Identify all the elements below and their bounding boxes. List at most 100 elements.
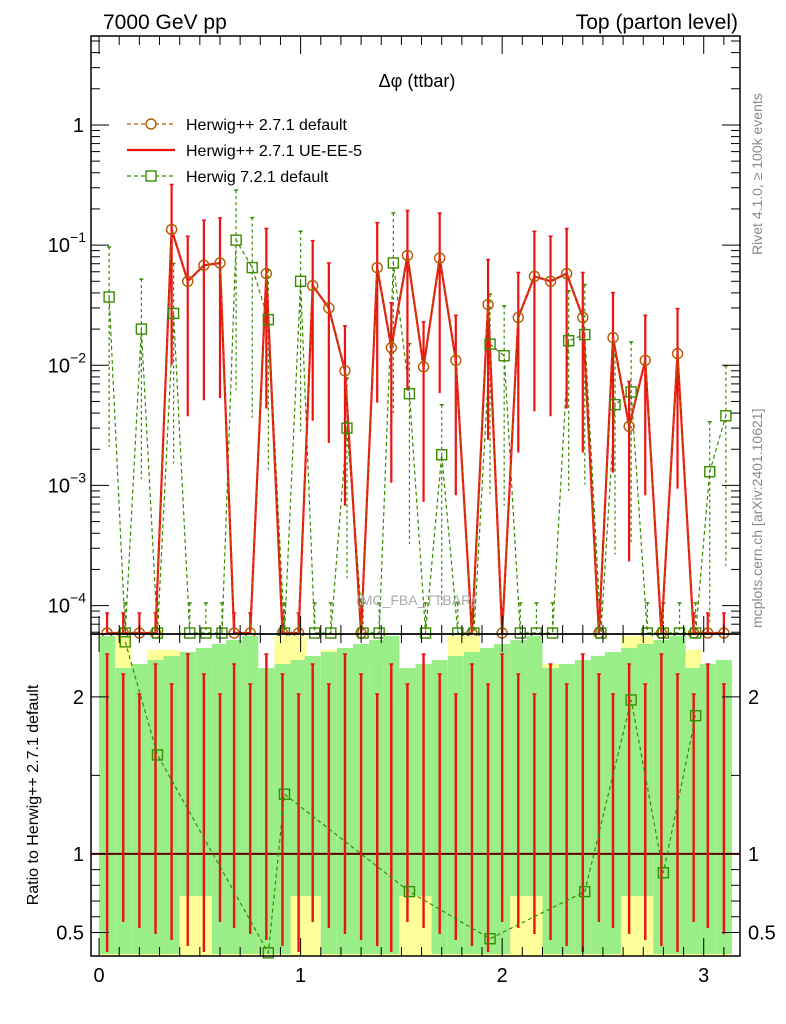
point-herwig721: [294, 275, 307, 287]
point-herwig721: [514, 627, 526, 639]
point-herwig271: [433, 252, 446, 264]
main-panel: 1 10−1 10−2 10−3 10−4 (MC_FBA_TTBAR) Δφ (ttb…: [48, 35, 741, 639]
header-right-title: Top (parton level): [576, 11, 738, 34]
point-herwig271: [228, 627, 240, 639]
mcplots-label: mcplots.cern.ch [arXiv:2401.10621]: [749, 409, 765, 628]
point-herwig721: [216, 627, 228, 639]
legend-marker: [145, 170, 157, 182]
point-herwig721: [562, 335, 575, 347]
ratio-y-tick-label-right: 1: [748, 844, 759, 866]
y-tick-label: 1: [73, 115, 84, 137]
point-herwig271: [528, 270, 541, 283]
point-herwig271: [323, 302, 335, 314]
point-herwig271: [544, 275, 557, 287]
legend-label: Herwig 7.2.1 default: [186, 169, 329, 186]
point-herwig271: [198, 259, 210, 271]
point-herwig721: [484, 338, 496, 350]
point-herwig721: [546, 627, 559, 639]
y-tick-label: 10−3: [48, 469, 86, 497]
header-left-title: 7000 GeV pp: [103, 11, 227, 34]
point-herwig721: [403, 387, 416, 400]
ratio-point: [484, 933, 496, 945]
point-herwig721: [103, 291, 115, 303]
point-herwig721: [498, 350, 510, 362]
point-herwig721: [151, 627, 164, 639]
point-herwig721: [262, 313, 275, 326]
legend: Herwig++ 2.7.1 default Herwig++ 2.7.1 UE-…: [127, 117, 362, 186]
point-herwig271: [639, 354, 651, 366]
ratio-point: [403, 885, 416, 898]
ratio-point: [689, 709, 702, 722]
point-herwig271: [401, 249, 414, 262]
point-herwig271: [385, 342, 398, 354]
point-herwig721: [200, 627, 212, 639]
point-herwig721: [167, 307, 180, 320]
ratio-series-line: [124, 641, 697, 955]
x-tick-label: 1: [295, 965, 306, 987]
point-herwig721: [595, 627, 607, 639]
point-herwig271: [560, 267, 573, 280]
ratio-y-tick-label: 0.5: [56, 922, 84, 944]
point-herwig271: [702, 627, 714, 639]
point-herwig721: [435, 449, 448, 461]
point-herwig271: [417, 361, 430, 373]
point-herwig271: [450, 354, 462, 366]
ratio-point: [262, 947, 275, 959]
point-herwig271: [339, 365, 351, 377]
point-herwig271: [371, 261, 383, 274]
ratio-y-tick-label-right: 0.5: [748, 922, 776, 944]
y-tick-label: 10−4: [48, 590, 86, 618]
point-herwig721: [419, 627, 432, 639]
point-herwig721: [246, 261, 258, 274]
point-herwig271: [607, 331, 619, 344]
rivet-label: Rivet 4.1.0, ≥ 100k events: [749, 93, 765, 255]
point-herwig721: [341, 422, 353, 434]
point-herwig721: [373, 627, 385, 639]
ratio-point: [625, 694, 637, 706]
ratio-panel: 0.5 0.5 1 1 2 2 0 1 2 3 Ratio to Herwig++ 2.7.1 d…: [25, 633, 776, 987]
point-herwig721: [184, 627, 196, 639]
point-herwig271: [307, 279, 319, 292]
point-herwig721: [230, 234, 242, 246]
point-herwig721: [625, 386, 637, 398]
point-herwig271: [482, 298, 494, 311]
ratio-point: [657, 867, 670, 879]
point-herwig721: [357, 627, 369, 639]
point-herwig271: [165, 223, 178, 236]
point-herwig721: [325, 627, 337, 639]
x-tick-label: 3: [698, 965, 709, 987]
ratio-y-tick-label: 1: [73, 844, 84, 866]
point-herwig721: [689, 627, 702, 639]
point-herwig271: [577, 311, 589, 324]
series-herwig271-line: [107, 229, 724, 634]
ratio-point: [579, 885, 591, 898]
point-herwig721: [704, 466, 716, 478]
ratio-point: [151, 749, 164, 761]
legend-label: Herwig++ 2.7.1 default: [186, 117, 348, 134]
series-herwig721-line: [108, 238, 727, 634]
legend-marker: [145, 118, 157, 130]
point-herwig271: [671, 347, 684, 360]
point-herwig721: [387, 257, 400, 269]
ratio-point: [278, 788, 291, 800]
ratio-y-tick-label-right: 2: [748, 687, 759, 709]
ratio-panel-frame: [90, 633, 741, 957]
ratio-y-tick-label: 2: [73, 687, 84, 709]
chart-title: Δφ (ttbar): [379, 71, 456, 91]
point-herwig271: [260, 267, 273, 280]
ratio-ylabel: Ratio to Herwig++ 2.7.1 default: [25, 684, 42, 905]
point-herwig271: [623, 420, 635, 433]
y-tick-label: 10−1: [48, 229, 86, 257]
point-herwig721: [309, 627, 321, 639]
point-herwig721: [720, 410, 732, 422]
x-tick-label: 2: [497, 965, 508, 987]
point-herwig271: [512, 311, 524, 324]
point-herwig721: [135, 323, 148, 335]
legend-label: Herwig++ 2.7.1 UE-EE-5: [186, 143, 362, 160]
watermark: (MC_FBA_TTBAR): [356, 592, 476, 608]
x-tick-label: 0: [93, 965, 104, 987]
point-herwig721: [609, 398, 621, 411]
point-herwig721: [579, 328, 591, 341]
point-herwig271: [182, 275, 194, 287]
